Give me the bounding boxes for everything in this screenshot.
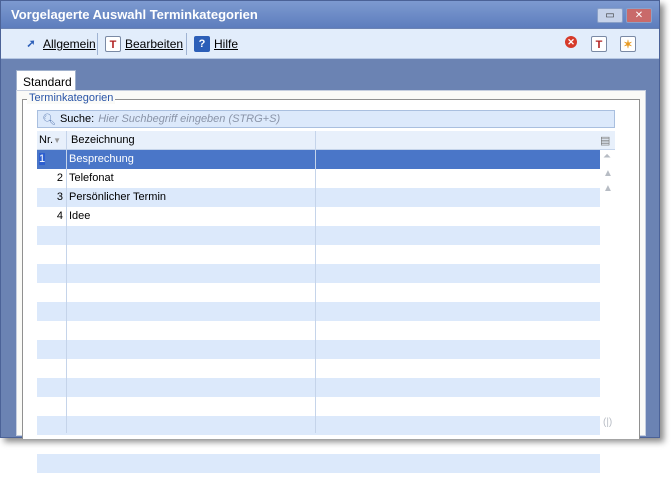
empty-row xyxy=(37,397,600,416)
column-divider xyxy=(66,131,67,433)
column-nr-label: Nr. xyxy=(39,134,54,146)
title-bar xyxy=(1,1,659,28)
new-button[interactable]: ✶ xyxy=(620,36,636,52)
arrow-icon: ➚ xyxy=(26,38,36,50)
sort-icon: ▼ xyxy=(53,136,61,145)
cell-nr: 1 xyxy=(39,153,46,165)
separator xyxy=(186,33,187,55)
empty-row xyxy=(37,283,600,302)
window-title: Vorgelagerte Auswahl Terminkategorien xyxy=(11,7,258,22)
group-label: Terminkategorien xyxy=(27,92,116,104)
column-header-bezeichnung[interactable]: Bezeichnung xyxy=(71,134,135,146)
empty-row xyxy=(37,454,600,473)
cell-bezeichnung: Telefonat xyxy=(69,172,114,184)
cell-nr: 4 xyxy=(56,210,63,222)
table-row[interactable]: 2 Telefonat xyxy=(37,169,600,188)
cell-nr: 2 xyxy=(56,172,63,184)
edit-document-icon: T xyxy=(105,36,121,52)
column-header-nr[interactable]: Nr.▼ xyxy=(39,134,61,146)
table-row[interactable]: 4 Idee xyxy=(37,207,600,226)
help-icon: ? xyxy=(194,36,210,52)
empty-row xyxy=(37,416,600,435)
separator xyxy=(97,33,98,55)
empty-row xyxy=(37,302,600,321)
empty-row xyxy=(37,264,600,283)
table-row[interactable]: 1 Besprechung xyxy=(37,150,600,169)
new-document-icon: ✶ xyxy=(620,36,636,52)
minimize-button[interactable]: ▭ xyxy=(597,8,623,23)
previous-record-icon[interactable]: ▲ xyxy=(603,183,613,194)
search-label: Suche: xyxy=(59,113,95,125)
cell-bezeichnung: Idee xyxy=(69,210,91,222)
empty-row xyxy=(37,435,600,454)
first-record-icon[interactable]: ⏶ xyxy=(603,151,611,162)
column-chooser-icon[interactable]: ▤ xyxy=(600,135,611,147)
table-header: Nr.▼ Bezeichnung ▤ xyxy=(37,131,615,150)
edit-document-icon: T xyxy=(591,36,607,52)
bearbeiten-label: Bearbeiten xyxy=(125,37,184,51)
search-icon: 🔍︎ xyxy=(42,113,56,126)
delete-button[interactable]: ✕ xyxy=(565,36,577,48)
scroll-indicator-icon: (|) xyxy=(603,417,613,428)
hilfe-label: Hilfe xyxy=(214,37,239,51)
allgemein-label: Allgemein xyxy=(43,37,96,51)
empty-row xyxy=(37,226,600,245)
close-button[interactable]: ✕ xyxy=(626,8,652,23)
cell-nr: 3 xyxy=(56,191,63,203)
table-row[interactable]: 3 Persönlicher Termin xyxy=(37,188,600,207)
empty-row xyxy=(37,473,600,492)
cell-bezeichnung: Besprechung xyxy=(69,153,134,165)
tab-standard[interactable]: Standard xyxy=(16,70,76,91)
previous-page-icon[interactable]: ▲ xyxy=(603,168,613,179)
empty-row xyxy=(37,245,600,264)
cell-bezeichnung: Persönlicher Termin xyxy=(69,191,167,203)
column-divider xyxy=(315,131,316,433)
search-input[interactable]: Hier Suchbegriff eingeben (STRG+S) xyxy=(98,113,281,125)
edit-button[interactable]: T xyxy=(591,36,607,52)
delete-icon: ✕ xyxy=(565,36,577,48)
search-bar[interactable]: 🔍︎ Suche: Hier Suchbegriff eingeben (STR… xyxy=(37,110,615,128)
toolbar: ➚ Allgemein T Bearbeiten ? Hilfe ✕ T ✶ xyxy=(1,29,659,59)
empty-row xyxy=(37,340,600,359)
table-body: 1 Besprechung 2 Telefonat 3 Persönlicher Te… xyxy=(37,150,600,492)
hilfe-button[interactable]: ? Hilfe xyxy=(194,36,238,52)
empty-row xyxy=(37,321,600,340)
bearbeiten-button[interactable]: T Bearbeiten xyxy=(105,36,183,52)
empty-row xyxy=(37,359,600,378)
empty-row xyxy=(37,378,600,397)
allgemein-button[interactable]: ➚ Allgemein xyxy=(23,36,96,52)
